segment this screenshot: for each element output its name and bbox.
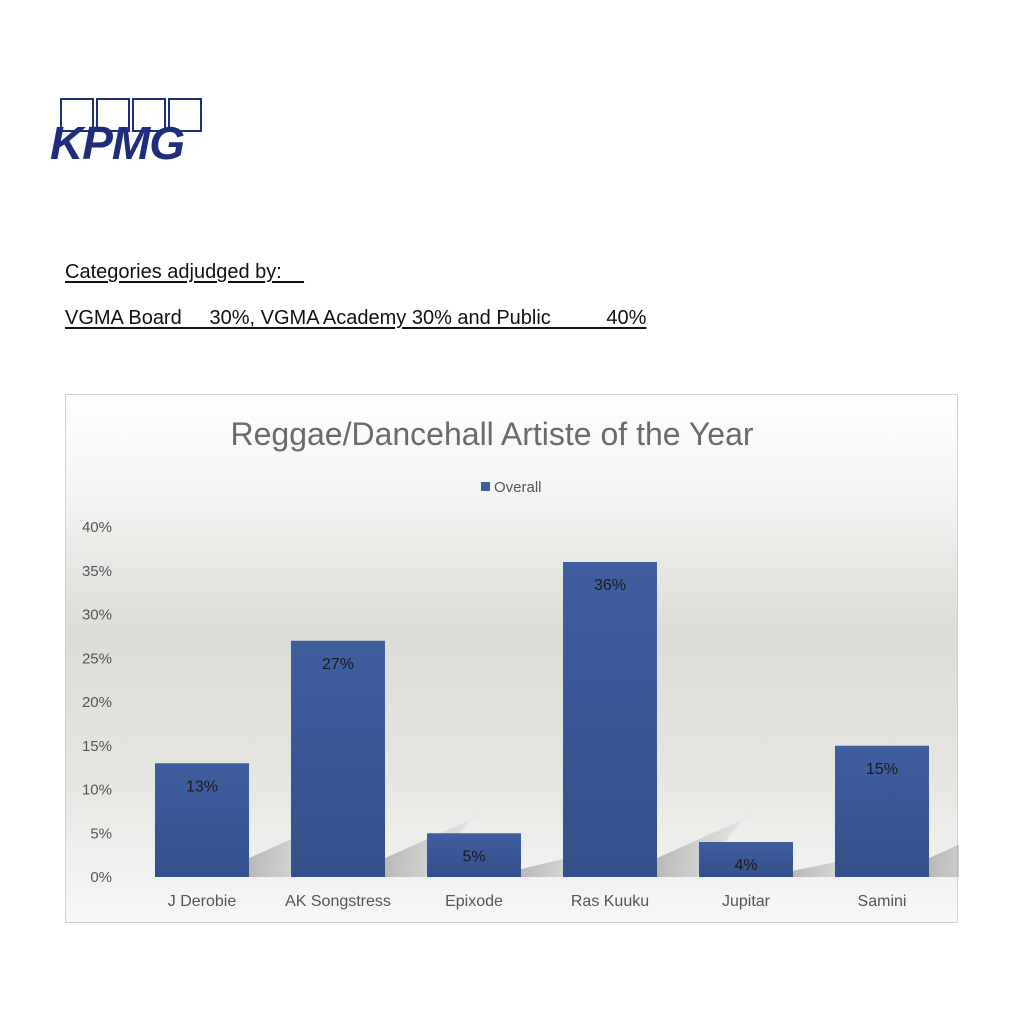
legend-label: Overall (494, 479, 542, 496)
data-label: 36% (594, 577, 626, 594)
bar (835, 745, 929, 877)
bar (699, 842, 793, 877)
y-tick-label: 0% (90, 869, 112, 886)
kpmg-logo: KPMG (50, 98, 210, 168)
bar (155, 763, 249, 877)
logo-box (132, 98, 166, 132)
chart-title: Reggae/Dancehall Artiste of the Year (230, 416, 753, 452)
y-tick-label: 35% (82, 563, 112, 580)
logo-box (168, 98, 202, 132)
category-label: Samini (858, 893, 907, 910)
y-tick-label: 10% (82, 782, 112, 799)
data-label: 15% (866, 761, 898, 778)
y-tick-label: 40% (82, 519, 112, 536)
category-label: AK Songstress (285, 893, 391, 910)
bar (427, 833, 521, 877)
chart-frame: Reggae/Dancehall Artiste of the Year Over… (65, 394, 959, 923)
logo-box (60, 98, 94, 132)
legend-swatch (481, 482, 490, 491)
logo-box (96, 98, 130, 132)
bar-chart: Reggae/Dancehall Artiste of the Year Over… (82, 416, 959, 910)
y-tick-label: 15% (82, 738, 112, 755)
category-label: Epixode (445, 893, 503, 910)
bar-shadow (929, 844, 959, 877)
weighting-line: VGMA Board 30%, VGMA Academy 30% and Pub… (65, 307, 647, 329)
data-label: 5% (462, 848, 485, 865)
data-label: 27% (322, 656, 354, 673)
logo-text: KPMG (50, 117, 185, 169)
category-label: Jupitar (722, 893, 771, 910)
data-label: 4% (734, 857, 757, 874)
y-tick-label: 5% (90, 825, 112, 842)
y-tick-label: 20% (82, 694, 112, 711)
y-tick-label: 25% (82, 650, 112, 667)
bar (563, 562, 657, 877)
category-label: J Derobie (168, 893, 237, 910)
y-tick-label: 30% (82, 607, 112, 624)
data-label: 13% (186, 778, 218, 795)
category-label: Ras Kuuku (571, 893, 649, 910)
bar (291, 640, 385, 877)
adjudged-by-heading: Categories adjudged by: (65, 261, 305, 283)
logo-boxes (60, 98, 204, 132)
